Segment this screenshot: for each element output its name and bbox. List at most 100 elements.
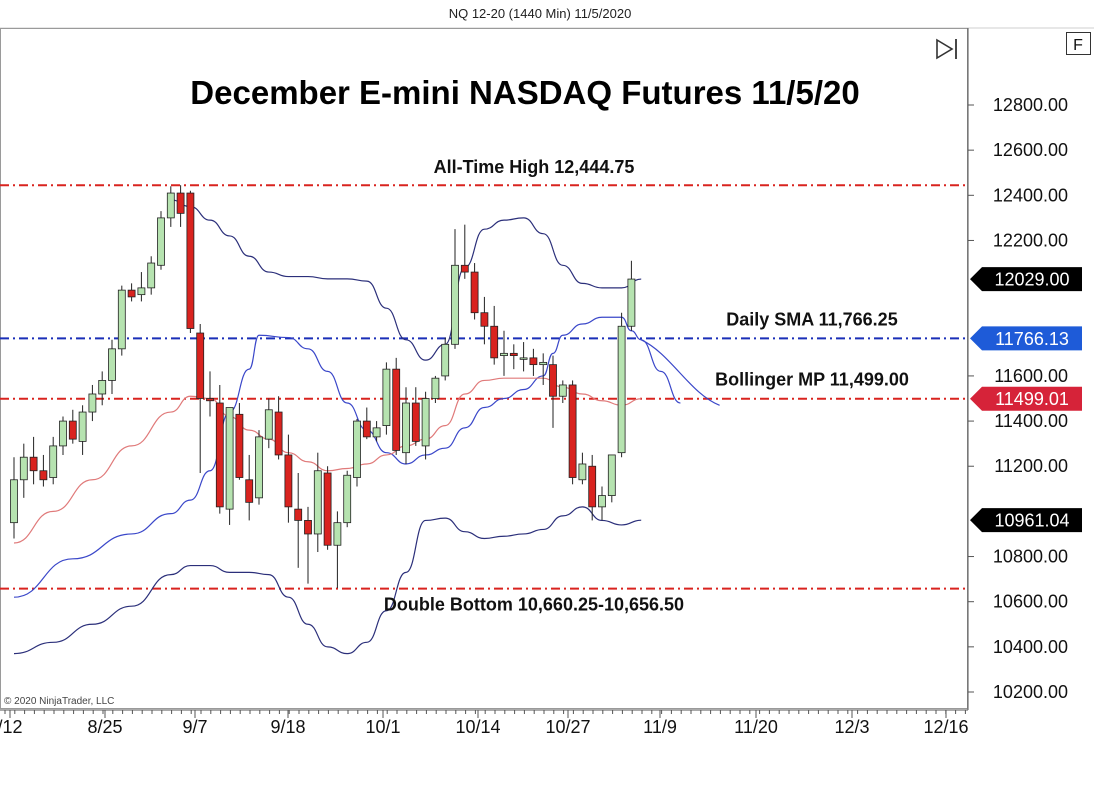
y-axis: 12800.00 12600.00 12400.00 12200.00 11600.00… xyxy=(968,95,1068,702)
candle-58 xyxy=(578,452,587,485)
price-marker-bg xyxy=(970,386,1082,411)
x-tick-label: 11/20 xyxy=(734,717,778,737)
price-marker-last: 12029.00 xyxy=(970,267,1082,292)
x-tick-label: 10/27 xyxy=(545,717,590,737)
candle-47 xyxy=(470,263,479,320)
candle-16 xyxy=(166,186,175,227)
candle-body xyxy=(509,352,518,357)
candle-body xyxy=(29,456,38,472)
x-tick-label: 9/18 xyxy=(270,717,305,737)
candle-body xyxy=(627,278,636,327)
candle-body xyxy=(607,454,616,496)
candle-0 xyxy=(10,457,18,539)
candle-body xyxy=(421,398,430,447)
f-button-label: F xyxy=(1073,37,1083,54)
candle-5 xyxy=(59,416,67,455)
candle-body xyxy=(343,474,352,524)
candle-body xyxy=(10,479,18,524)
candle-3 xyxy=(39,454,48,487)
candle-9 xyxy=(98,371,107,406)
candle-55 xyxy=(549,355,557,428)
candle-body xyxy=(470,271,479,314)
candle-14 xyxy=(147,256,156,295)
candle-body xyxy=(490,325,499,359)
candle-33 xyxy=(333,511,342,589)
plot-area xyxy=(0,28,968,709)
candle-30 xyxy=(304,506,312,584)
candle-body xyxy=(617,325,626,454)
y-tick-label: 11400.00 xyxy=(994,411,1068,431)
candle-body xyxy=(451,264,459,345)
candle-53 xyxy=(529,348,538,376)
candle-body xyxy=(98,380,107,395)
candle-body xyxy=(313,470,322,535)
y-tick-label: 12400.00 xyxy=(993,185,1068,205)
candle-body xyxy=(186,192,195,329)
candle-body xyxy=(372,427,381,438)
chart-header: NQ 12-20 (1440 Min) 11/5/2020 xyxy=(449,6,632,21)
price-marker-sma: 11766.13 xyxy=(970,326,1082,351)
horizontal-lines xyxy=(0,184,968,590)
candle-body xyxy=(49,445,58,478)
bollinger-mid-line xyxy=(13,377,642,544)
f-button[interactable]: F xyxy=(1066,32,1091,55)
candle-36 xyxy=(362,407,371,440)
candle-body xyxy=(176,192,185,214)
price-marker-last: 10961.04 xyxy=(970,508,1082,533)
candle-57 xyxy=(568,380,577,485)
candle-body xyxy=(284,454,293,508)
candles xyxy=(10,185,636,589)
candle-body xyxy=(88,393,97,413)
candle-40 xyxy=(402,387,410,464)
candle-61 xyxy=(607,454,616,503)
price-marker-bg xyxy=(970,508,1082,533)
y-tick-label: 10200.00 xyxy=(993,682,1068,702)
candle-body xyxy=(196,332,205,399)
candle-19 xyxy=(196,323,205,474)
x-tick-label: 10/14 xyxy=(455,717,500,737)
x-tick-label: 12/3 xyxy=(834,717,869,737)
x-tick-label: 9/7 xyxy=(182,717,207,737)
candle-body xyxy=(441,343,450,377)
candle-17 xyxy=(176,185,185,227)
candle-body xyxy=(402,402,410,454)
candle-50 xyxy=(500,330,508,376)
hline-label-0: All-Time High 12,444.75 xyxy=(434,157,635,177)
candle-body xyxy=(392,368,401,451)
candle-4 xyxy=(49,436,58,485)
candle-60 xyxy=(598,486,606,521)
y-tick-label: 12600.00 xyxy=(993,140,1068,160)
candle-44 xyxy=(441,337,450,381)
hline-label-3: Double Bottom 10,660.25-10,656.50 xyxy=(384,595,684,615)
candle-body xyxy=(117,289,126,350)
candle-56 xyxy=(558,380,567,404)
candle-35 xyxy=(353,418,361,487)
sma-band-extension xyxy=(640,339,720,406)
price-marker-mp: 11499.01 xyxy=(970,386,1082,411)
candle-43 xyxy=(431,375,440,404)
play-to-end-icon[interactable] xyxy=(936,38,957,60)
candle-body xyxy=(166,192,175,219)
candle-body xyxy=(294,508,303,521)
candle-51 xyxy=(509,344,518,370)
candle-12 xyxy=(127,283,136,302)
candle-8 xyxy=(88,384,97,422)
candle-body xyxy=(362,420,371,438)
candle-13 xyxy=(137,272,146,302)
candle-54 xyxy=(539,353,548,385)
candle-body xyxy=(558,384,567,397)
bollinger-upper-line xyxy=(170,199,642,361)
price-marker-text: 11766.13 xyxy=(995,329,1069,349)
candle-26 xyxy=(264,398,273,449)
price-markers: 12029.00 11766.13 11499.01 10961.04 xyxy=(970,267,1082,533)
hline-label-1: Daily SMA 11,766.25 xyxy=(726,309,897,329)
sma-band-line xyxy=(13,316,681,598)
copyright-text: © 2020 NinjaTrader, LLC xyxy=(4,696,114,707)
hline-label-2: Bollinger MP 11,499.00 xyxy=(715,370,909,390)
candle-body xyxy=(549,364,557,397)
candle-body xyxy=(460,264,469,273)
y-tick-label: 11600.00 xyxy=(994,366,1068,386)
candle-body xyxy=(225,407,234,510)
candle-2 xyxy=(29,436,38,485)
